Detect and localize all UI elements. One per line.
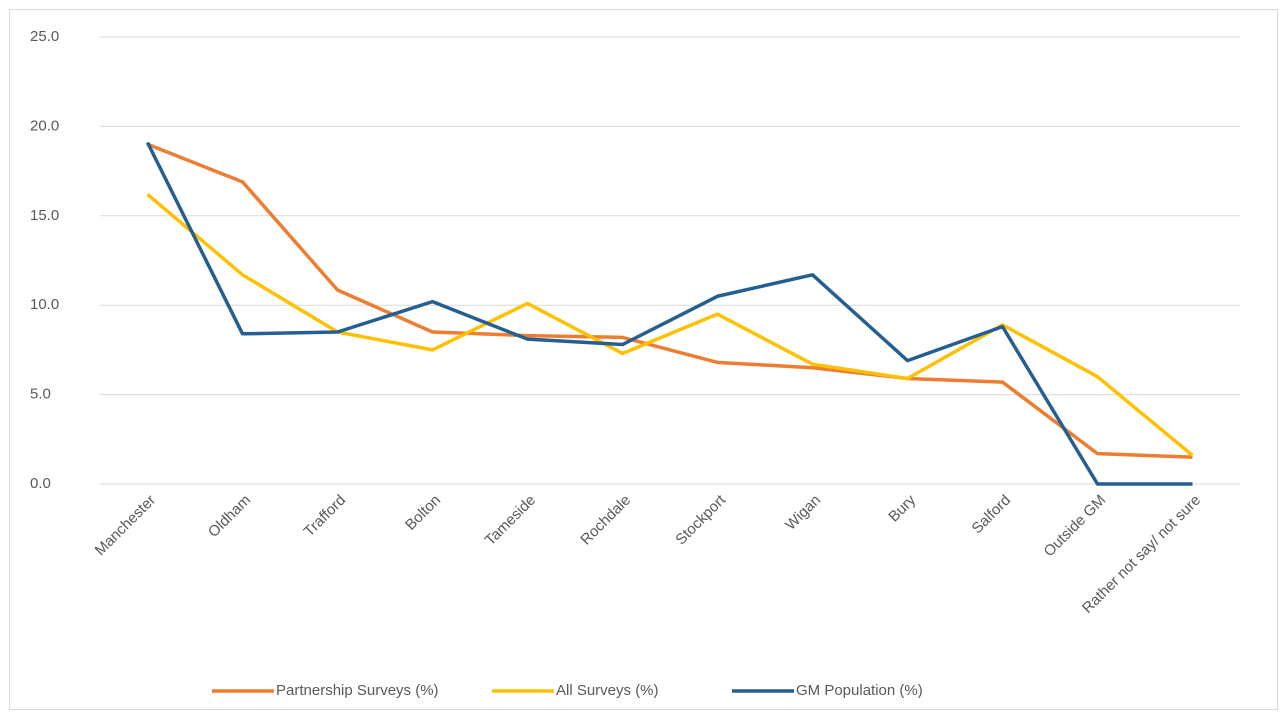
series-line <box>145 141 1193 486</box>
y-tick-label: 5.0 <box>30 386 51 403</box>
legend-label: All Surveys (%) <box>556 682 659 699</box>
series-line <box>146 142 1193 459</box>
y-tick-label: 10.0 <box>30 296 59 313</box>
series-line <box>146 193 1194 457</box>
y-tick-label: 15.0 <box>30 207 59 224</box>
y-tick-label: 20.0 <box>30 117 59 134</box>
y-tick-label: 0.0 <box>30 475 51 492</box>
legend-label: GM Population (%) <box>796 682 923 699</box>
y-tick-label: 25.0 <box>30 28 59 45</box>
legend-label: Partnership Surveys (%) <box>276 682 439 699</box>
